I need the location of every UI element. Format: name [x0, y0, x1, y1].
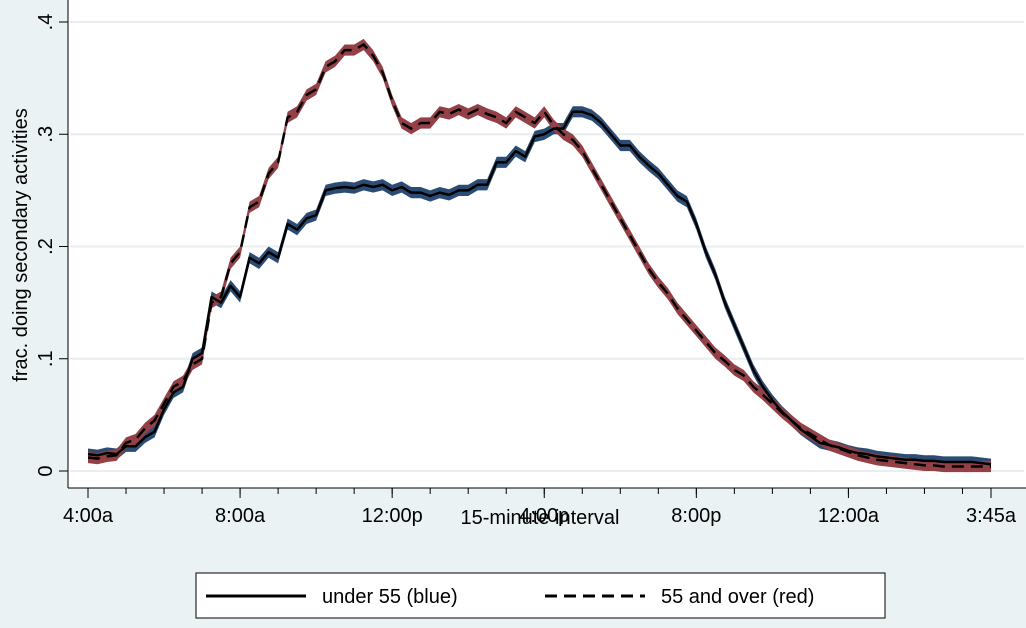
y-tick-label: .4	[35, 14, 57, 31]
y-tick-label: .1	[35, 350, 57, 367]
legend-box	[195, 572, 886, 619]
legend-label-55-and-over: 55 and over (red)	[661, 586, 814, 608]
legend-label-under-55: under 55 (blue)	[322, 586, 458, 608]
x-axis-title: 15-minute interval	[461, 507, 620, 529]
x-tick-label: 12:00p	[362, 505, 423, 527]
y-tick-label: 0	[35, 465, 57, 476]
grid-layer	[70, 21, 1024, 472]
x-tick-label: 3:45a	[966, 505, 1017, 527]
line-layer	[87, 43, 992, 468]
x-tick-label: 4:00a	[63, 505, 114, 527]
y-tick-label: .2	[35, 238, 57, 255]
plot-background	[68, 0, 1026, 488]
x-tick-label: 8:00a	[215, 505, 266, 527]
line-series-1	[87, 43, 991, 468]
x-tick-label: 4:00p	[519, 505, 569, 527]
axes-layer: 0 .1 .2 .3 .4 4:00a 8:00a 12:00p 4:00p 8:00p 12:00…	[35, 0, 1026, 527]
x-tick-label: 8:00p	[671, 505, 721, 527]
y-axis-title: frac. doing secondary activities	[10, 108, 32, 381]
x-tick-label: 12:00a	[818, 505, 880, 527]
y-tick-label: .3	[35, 126, 57, 143]
legend: under 55 (blue) 55 and over (red)	[195, 572, 886, 619]
